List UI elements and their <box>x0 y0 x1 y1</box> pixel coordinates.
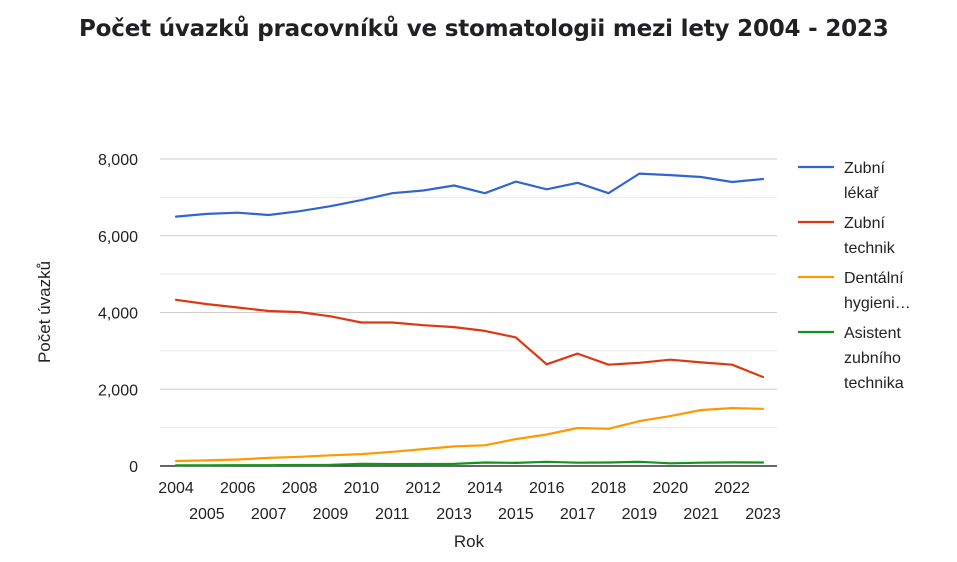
series-line <box>174 172 765 218</box>
legend-label: technik <box>844 240 896 257</box>
legend-label: Zubní <box>844 215 885 232</box>
x-tick-label: 2004 <box>158 480 194 497</box>
y-tick-label: 8,000 <box>98 152 138 169</box>
series-line <box>174 460 765 467</box>
y-tick-label: 6,000 <box>98 229 138 246</box>
series-line <box>174 298 765 379</box>
legend-item[interactable]: Zubní technik <box>798 215 896 257</box>
x-tick-label: 2021 <box>683 506 719 523</box>
x-tick-label: 2011 <box>375 506 410 523</box>
x-tick-label: 2010 <box>344 480 380 497</box>
series-lines <box>174 172 765 467</box>
y-tick-label: 0 <box>129 459 138 476</box>
x-tick-label: 2022 <box>714 480 750 497</box>
legend-item[interactable]: Asistent zubního technika <box>798 325 904 392</box>
y-tick-label: 4,000 <box>98 306 138 323</box>
chart-title: Počet úvazků pracovníků ve stomatologii … <box>79 16 889 42</box>
x-tick-label: 2006 <box>220 480 256 497</box>
y-tick-label: 2,000 <box>98 382 138 399</box>
x-tick-label: 2017 <box>560 506 596 523</box>
x-tick-label: 2020 <box>653 480 689 497</box>
legend-label: Asistent <box>844 325 901 342</box>
x-tick-label: 2014 <box>467 480 503 497</box>
y-axis-label: Počet úvazků <box>35 261 54 363</box>
x-tick-label: 2018 <box>591 480 627 497</box>
x-tick-label: 2008 <box>282 480 318 497</box>
x-axis-label: Rok <box>454 532 485 551</box>
x-tick-label: 2009 <box>313 506 349 523</box>
x-axis-ticks: 2004 2005 2006 2007 2008 2009 2010 2011 2012 2013… <box>158 480 781 523</box>
gridlines <box>160 158 777 429</box>
legend-label: Zubní <box>844 160 885 177</box>
x-tick-label: 2007 <box>251 506 287 523</box>
legend-label: Dentální <box>844 270 904 287</box>
x-tick-label: 2015 <box>498 506 534 523</box>
legend-item[interactable]: Zubní lékař <box>798 160 885 202</box>
legend-label: technika <box>844 375 904 392</box>
x-tick-label: 2023 <box>745 506 781 523</box>
legend-item[interactable]: Dentální hygieni… <box>798 270 911 312</box>
x-tick-label: 2005 <box>189 506 225 523</box>
legend: Zubní lékař Zubní technik Dentální hygieni… As… <box>798 160 911 392</box>
series-line <box>174 407 765 463</box>
y-axis-ticks: 0 2,000 4,000 6,000 8,000 <box>98 152 138 476</box>
x-tick-label: 2013 <box>436 506 472 523</box>
x-tick-label: 2016 <box>529 480 565 497</box>
legend-label: zubního <box>844 350 901 367</box>
x-tick-label: 2019 <box>622 506 658 523</box>
legend-label: lékař <box>844 185 879 202</box>
legend-label: hygieni… <box>844 295 911 312</box>
x-tick-label: 2012 <box>405 480 441 497</box>
